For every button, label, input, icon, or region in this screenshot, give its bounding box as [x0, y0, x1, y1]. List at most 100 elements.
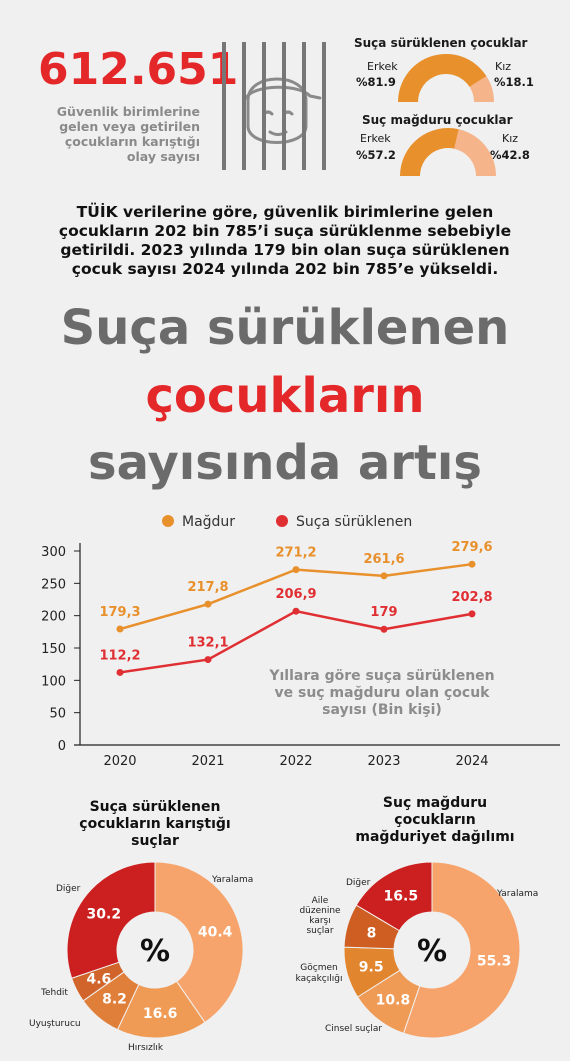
gauge-1-left-label: Erkek	[367, 60, 398, 73]
donut-1-label-uyusturucu: Uyuşturucu	[29, 1019, 81, 1029]
data-point	[292, 566, 300, 574]
gauge-2-arc	[400, 128, 496, 176]
data-label: 179	[370, 605, 397, 620]
annotation-line: Yıllara göre suça sürüklenen	[269, 668, 495, 684]
y-tick-label: 250	[41, 577, 66, 592]
y-tick-label: 50	[49, 707, 66, 722]
donut-2-label-aile: Aile düzenine karşı suçlar	[299, 896, 341, 936]
x-tick-label: 2021	[191, 754, 224, 769]
y-tick-label: 100	[41, 674, 66, 689]
data-point	[292, 607, 300, 615]
big-number: 612.651	[38, 44, 239, 95]
donut-2-label-gocmen: Göçmen kaçakçılığı	[295, 963, 343, 984]
legend-label: Suça sürüklenen	[296, 514, 412, 530]
donut-2-title-line: mağduriyet dağılımı	[355, 829, 515, 845]
donut-1-title-line: Suça sürüklenen	[89, 799, 221, 815]
data-point	[204, 600, 212, 608]
headline-line-1: Suça sürüklenen	[60, 300, 510, 356]
donut-center-label: %	[140, 934, 170, 969]
gauge-2-left-label: Erkek	[360, 132, 391, 145]
donut-1-label-tehdit: Tehdit	[41, 988, 68, 998]
data-label: 271,2	[275, 546, 316, 561]
data-point	[380, 625, 388, 633]
donut-center-label: %	[417, 934, 447, 969]
donut-1-label-yaralama: Yaralama	[212, 875, 254, 885]
slice-value-label: 9.5	[359, 960, 384, 976]
child-behind-bars-icon	[222, 42, 326, 170]
slice-value-label: 16.5	[384, 888, 419, 904]
data-label: 206,9	[275, 587, 316, 602]
gauge-1-title: Suça sürüklenen çocuklar	[354, 36, 528, 50]
y-tick-label: 300	[41, 545, 66, 560]
data-label: 202,8	[451, 590, 492, 605]
donut-2-label-yaralama: Yaralama	[497, 889, 539, 899]
slice-value-label: 55.3	[477, 953, 512, 969]
gauge-2-left-value: %57.2	[356, 148, 396, 162]
caption-line: olay sayısı	[126, 149, 200, 164]
gauge-1-right-value: %18.1	[494, 75, 534, 89]
pie-slice	[154, 861, 244, 1024]
y-tick-label: 150	[41, 642, 66, 657]
headline-line-3: sayısında artış	[88, 435, 482, 491]
y-tick-label: 200	[41, 610, 66, 625]
donut-1-label-hirsizlik: Hırsızlık	[128, 1043, 164, 1053]
gauge-2-right-label: Kız	[502, 132, 519, 145]
donut-2-title-line: çocukların	[394, 812, 476, 828]
slice-value-label: 30.2	[87, 906, 122, 922]
pie-slice	[66, 861, 156, 979]
intro-line: getirildi. 2023 yılında 179 bin olan suç…	[60, 241, 510, 259]
caption-line: gelen veya getirilen	[59, 119, 200, 134]
data-label: 261,6	[363, 552, 404, 567]
donut-2-label-cinsel: Cinsel suçlar	[325, 1024, 383, 1034]
legend-marker	[276, 515, 288, 527]
gauge-1-female-arc	[469, 76, 494, 102]
slice-value-label: 16.6	[143, 1006, 178, 1022]
x-tick-label: 2023	[367, 754, 400, 769]
donut-2-label-diger: Diğer	[346, 878, 371, 888]
data-point	[468, 610, 476, 618]
data-point	[380, 572, 388, 580]
data-label: 217,8	[187, 580, 228, 595]
data-point	[116, 625, 124, 633]
intro-line: çocukların 202 bin 785’i suça sürüklenme…	[58, 222, 512, 240]
legend-marker	[162, 515, 174, 527]
donut-charts: 40.4 16.6 8.2 4.6 30.2% 55.3 10.8 9.5 8 16.5%	[66, 861, 521, 1039]
donut-2-title: Suç mağduru çocukların mağduriyet dağılı…	[325, 795, 545, 846]
intro-paragraph: TÜİK verilerine göre, güvenlik birimleri…	[20, 203, 550, 279]
caption-line: çocukların karıştığı	[64, 134, 200, 149]
gauge-1-male-arc	[398, 53, 487, 102]
slice-value-label: 8	[367, 925, 377, 941]
x-tick-label: 2022	[279, 754, 312, 769]
data-point	[116, 668, 124, 676]
data-label: 179,3	[99, 605, 140, 620]
x-tick-label: 2020	[103, 754, 136, 769]
intro-line: TÜİK verilerine göre, güvenlik birimleri…	[76, 203, 494, 221]
line-chart: Mağdur Suça sürüklenen 0 50 100 150 200 250 300…	[41, 514, 560, 769]
big-number-caption: Güvenlik birimlerine gelen veya getirile…	[40, 104, 200, 164]
slice-value-label: 4.6	[86, 972, 111, 988]
gauge-1-left-value: %81.9	[356, 75, 396, 89]
gauge-2-title: Suç mağduru çocuklar	[362, 113, 513, 127]
donut-2-title-line: Suç mağduru	[382, 795, 488, 811]
data-point	[468, 560, 476, 568]
donut-1-title: Suça sürüklenen çocukların karıştığı suç…	[40, 799, 270, 850]
annotation-line: ve suç mağduru olan çocuk	[274, 685, 490, 701]
series-line	[119, 609, 473, 674]
data-label: 132,1	[187, 636, 228, 651]
legend-label: Mağdur	[182, 514, 235, 530]
data-point	[204, 656, 212, 664]
x-tick-label: 2024	[455, 754, 488, 769]
donut-1-title-line: suçlar	[131, 833, 179, 849]
slice-value-label: 8.2	[102, 991, 127, 1007]
gauge-2-female-arc	[454, 129, 496, 176]
donut-1-label-diger: Diğer	[56, 884, 81, 894]
gauge-2-right-value: %42.8	[490, 148, 530, 162]
donut-1-title-line: çocukların karıştığı	[79, 816, 231, 832]
chart-annotation: Yıllara göre suça sürüklenen ve suç mağd…	[252, 668, 512, 719]
pie-slice	[355, 861, 433, 932]
headline-line-2: çocukların	[145, 368, 425, 424]
slice-value-label: 10.8	[376, 992, 411, 1008]
intro-line: çocuk sayısı 2024 yılında 202 bin 785’e …	[71, 260, 499, 278]
gauge-2-male-arc	[400, 128, 459, 176]
pie-slice	[402, 861, 521, 1039]
